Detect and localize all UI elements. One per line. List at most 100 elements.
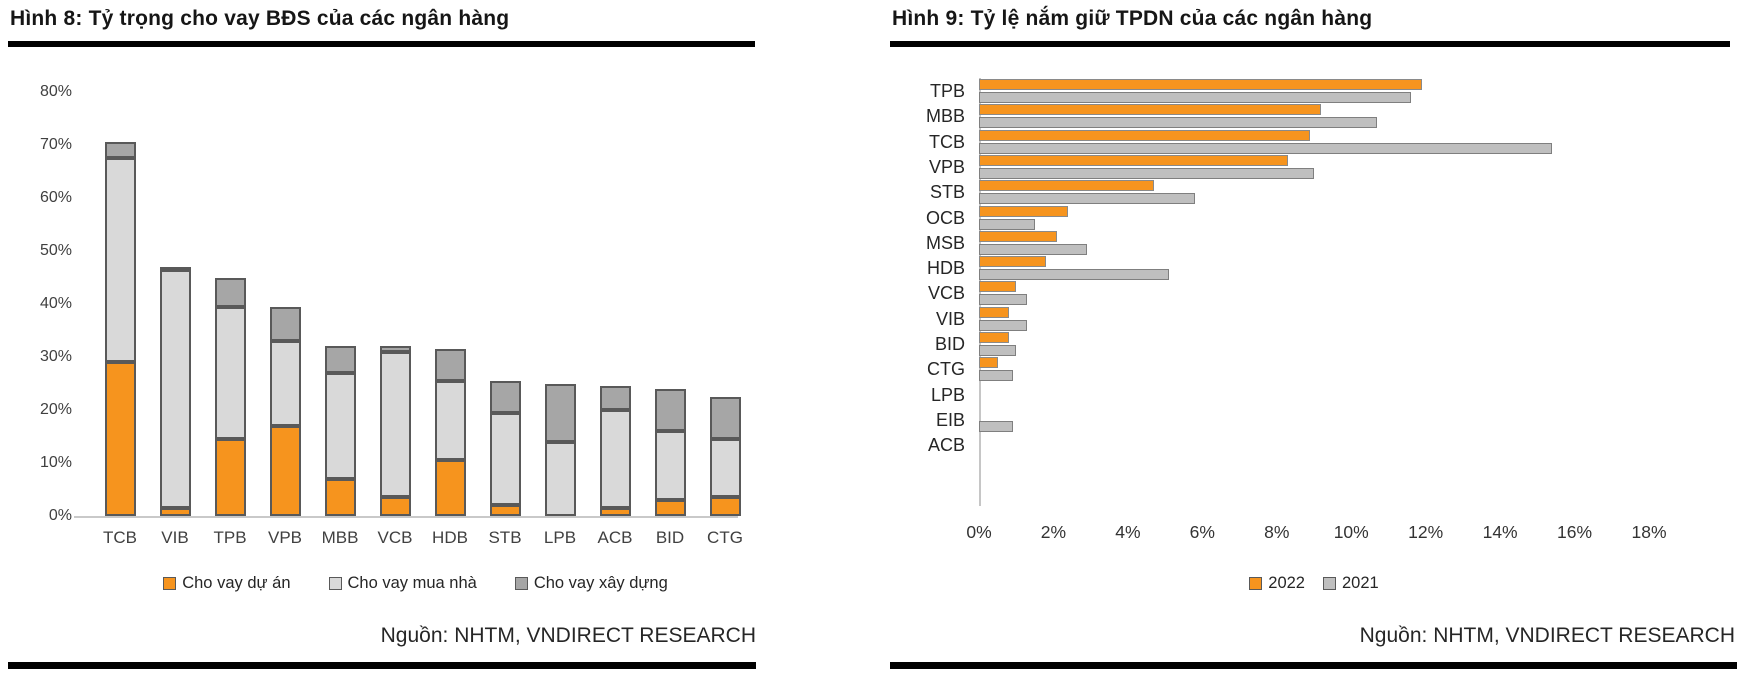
stacked-bar-segment bbox=[544, 441, 576, 516]
bar-2021 bbox=[979, 92, 1411, 103]
category-label: ACB bbox=[927, 435, 965, 456]
category-label: TCB bbox=[103, 528, 137, 547]
stacked-bar-segment bbox=[709, 396, 741, 440]
category-label: LPB bbox=[543, 528, 577, 547]
x-axis-tick-label: 0% bbox=[966, 522, 992, 542]
bar-2022 bbox=[979, 357, 998, 369]
category-label: CTG bbox=[707, 528, 743, 547]
stacked-bar-segment bbox=[159, 508, 191, 516]
figure-9-title: Hình 9: Tỷ lệ nắm giữ TPDN của các ngân … bbox=[892, 7, 1373, 30]
category-label: OCB bbox=[925, 207, 965, 228]
category-label: LPB bbox=[930, 384, 965, 405]
x-axis-tick-label: 6% bbox=[1189, 522, 1215, 542]
legend-item: Cho vay mua nhà bbox=[328, 574, 477, 593]
stacked-bar-segment bbox=[379, 346, 411, 352]
stacked-bar-segment bbox=[159, 266, 191, 271]
bar-2022 bbox=[979, 154, 1288, 166]
stacked-bar-segment bbox=[709, 497, 741, 516]
stacked-bar-segment bbox=[159, 269, 191, 509]
stacked-bar-segment bbox=[104, 142, 136, 159]
stacked-bar-segment bbox=[489, 505, 521, 516]
bar-2022 bbox=[979, 256, 1046, 268]
stacked-bar-segment bbox=[379, 497, 411, 516]
figure-8-legend: Cho vay dự án Cho vay mua nhà Cho vay xây … bbox=[93, 574, 738, 593]
y-axis-tick-label: 60% bbox=[39, 189, 72, 206]
bar-2022 bbox=[979, 129, 1311, 141]
legend-label: Cho vay xây dựng bbox=[533, 574, 668, 592]
stacked-bar-segment bbox=[269, 425, 301, 516]
bar-2021 bbox=[979, 218, 1035, 230]
legend-swatch bbox=[1249, 577, 1263, 590]
stacked-bar-segment bbox=[269, 341, 301, 426]
figure-9-title-rule bbox=[890, 41, 1730, 47]
bar-2021 bbox=[979, 345, 1017, 356]
category-label: STB bbox=[929, 182, 965, 203]
stacked-bar-segment bbox=[379, 351, 411, 498]
figure-9-horizontal-bar-chart: TPB MBB TCB VPB STB OCB MSB HDB VCB VIB BID CTG LPB E… bbox=[890, 62, 1737, 567]
category-label: BID bbox=[934, 334, 965, 354]
stacked-bar-segment bbox=[324, 478, 356, 516]
legend-label: 2021 bbox=[1342, 574, 1379, 592]
bar-2021 bbox=[979, 167, 1314, 179]
bar-2022 bbox=[979, 306, 1009, 318]
category-label: CTG bbox=[927, 359, 965, 380]
figure-9-legend: 2022 2021 bbox=[979, 574, 1649, 593]
figure-8-bottom-rule bbox=[8, 662, 756, 669]
category-label: TCB bbox=[929, 131, 965, 152]
legend-swatch bbox=[1323, 577, 1336, 590]
x-axis-tick-label: 2% bbox=[1040, 522, 1067, 542]
x-axis-tick-label: 18% bbox=[1631, 522, 1667, 542]
stacked-bar-segment bbox=[489, 380, 521, 413]
stacked-bar-segment bbox=[324, 372, 356, 479]
category-label: VIB bbox=[161, 528, 189, 547]
stacked-bar-segment bbox=[214, 277, 246, 307]
stacked-bar-segment bbox=[104, 362, 136, 516]
y-axis-tick-label: 0% bbox=[48, 507, 72, 524]
bar-2022 bbox=[979, 281, 1017, 293]
bar-2022 bbox=[979, 332, 1009, 343]
stacked-bar-segment bbox=[434, 380, 466, 461]
y-axis-tick-label: 20% bbox=[39, 401, 72, 418]
y-axis-tick-label: 10% bbox=[39, 454, 72, 471]
bar-2021 bbox=[979, 269, 1169, 281]
category-label: STB bbox=[488, 528, 522, 547]
x-axis-baseline bbox=[74, 516, 738, 518]
category-label: MBB bbox=[321, 528, 359, 547]
stacked-bar-segment bbox=[654, 500, 686, 516]
stacked-bar-segment bbox=[599, 386, 631, 410]
stacked-bar-segment bbox=[654, 388, 686, 432]
bar-2022 bbox=[979, 79, 1422, 90]
category-label: VPB bbox=[267, 528, 303, 547]
x-axis-tick-label: 16% bbox=[1557, 522, 1593, 542]
stacked-bar-segment bbox=[489, 412, 521, 506]
y-axis-tick-label: 80% bbox=[39, 83, 72, 100]
x-axis-tick-label: 12% bbox=[1408, 522, 1444, 542]
x-axis-tick-label: 10% bbox=[1333, 522, 1369, 542]
bar-2022 bbox=[979, 104, 1322, 116]
stacked-bar-segment bbox=[434, 460, 466, 516]
category-label: TPB bbox=[929, 81, 965, 101]
category-label: HDB bbox=[926, 258, 965, 279]
category-label: VCB bbox=[377, 528, 413, 547]
legend-label: Cho vay mua nhà bbox=[347, 574, 477, 592]
stacked-bar-segment bbox=[654, 431, 686, 501]
category-label: ACB bbox=[597, 528, 633, 547]
category-label: VIB bbox=[935, 308, 965, 329]
category-label: EIB bbox=[935, 409, 965, 430]
bar-2021 bbox=[979, 294, 1028, 306]
stacked-bar-segment bbox=[434, 349, 466, 381]
bar-2021 bbox=[979, 420, 1013, 432]
stacked-bar-segment bbox=[104, 158, 136, 363]
bar-2022 bbox=[979, 205, 1069, 217]
bar-2021 bbox=[979, 319, 1028, 331]
bar-2022 bbox=[979, 230, 1058, 242]
bar-2021 bbox=[979, 243, 1087, 255]
category-label: BID bbox=[655, 528, 685, 547]
legend-swatch bbox=[514, 577, 528, 590]
figure-9-panel: Hình 9: Tỷ lệ nắm giữ TPDN của các ngân … bbox=[890, 0, 1737, 677]
stacked-bar-segment bbox=[214, 439, 246, 516]
y-axis-tick-label: 30% bbox=[39, 348, 72, 365]
figure-9-bottom-rule bbox=[890, 662, 1737, 669]
stacked-bar-segment bbox=[214, 306, 246, 440]
x-axis-tick-label: 14% bbox=[1482, 522, 1518, 542]
